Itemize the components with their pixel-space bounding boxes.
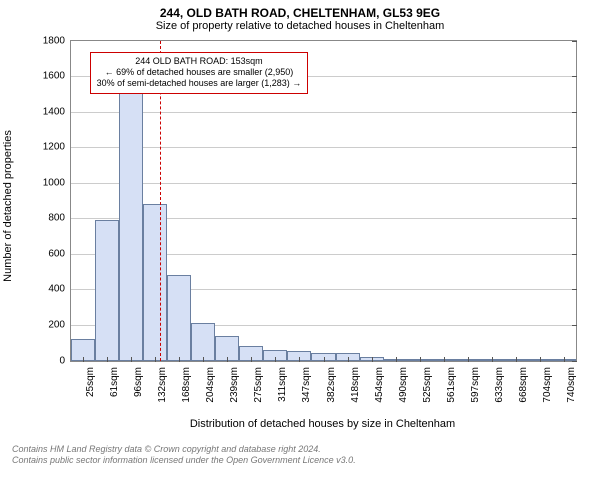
x-tick-label: 311sqm [275,361,288,402]
y-tick-label: 600 [48,248,71,259]
y-tick-label: 400 [48,284,71,295]
x-tick-label: 418sqm [348,361,361,403]
y-tick-label: 0 [59,355,71,366]
x-tick-label: 275sqm [251,361,264,403]
chart-subtitle: Size of property relative to detached ho… [0,20,600,33]
chart-title: 244, OLD BATH ROAD, CHELTENHAM, GL53 9EG [0,0,600,20]
x-tick-label: 239sqm [227,361,240,403]
x-tick-label: 382sqm [324,361,337,403]
attribution-line-1: Contains HM Land Registry data © Crown c… [12,444,588,455]
y-axis-label: Number of detached properties [2,46,14,366]
x-tick-label: 204sqm [203,361,216,403]
plot-area: 02004006008001000120014001600180025sqm61… [70,40,577,362]
histogram-bar [95,220,119,360]
x-tick-label: 597sqm [468,361,481,403]
y-tick-label: 1800 [43,35,71,46]
x-tick-label: 740sqm [564,361,577,403]
chart-area: 02004006008001000120014001600180025sqm61… [0,40,600,416]
x-tick-label: 25sqm [83,361,96,397]
x-tick-label: 633sqm [492,361,505,403]
annotation-line: 244 OLD BATH ROAD: 153sqm [97,56,302,67]
x-tick-label: 668sqm [516,361,529,403]
y-tick-label: 200 [48,320,71,331]
y-tick-label: 1000 [43,177,71,188]
y-tick-label: 1400 [43,106,71,117]
x-tick-label: 132sqm [155,361,168,403]
property-annotation: 244 OLD BATH ROAD: 153sqm← 69% of detach… [90,52,309,94]
y-tick-label: 1200 [43,142,71,153]
x-tick-label: 168sqm [179,361,192,403]
gridline [71,183,576,184]
attribution-footer: Contains HM Land Registry data © Crown c… [12,444,588,467]
x-tick-label: 525sqm [420,361,433,403]
histogram-bar [191,323,215,360]
x-tick-label: 61sqm [107,361,120,397]
attribution-line-2: Contains public sector information licen… [12,455,588,466]
x-tick-label: 347sqm [299,361,312,403]
histogram-bar [119,71,143,361]
annotation-line: ← 69% of detached houses are smaller (2,… [97,67,302,78]
gridline [71,112,576,113]
gridline [71,147,576,148]
x-tick-label: 704sqm [540,361,553,403]
x-tick-label: 96sqm [131,361,144,397]
histogram-bar [143,204,167,360]
annotation-line: 30% of semi-detached houses are larger (… [97,78,302,89]
x-tick-label: 490sqm [396,361,409,403]
x-tick-label: 561sqm [444,361,457,403]
y-tick-label: 800 [48,213,71,224]
y-tick-label: 1600 [43,71,71,82]
histogram-bar [167,275,191,360]
chart-container: 244, OLD BATH ROAD, CHELTENHAM, GL53 9EG… [0,0,600,500]
x-axis-label: Distribution of detached houses by size … [70,418,575,430]
x-tick-label: 454sqm [372,361,385,403]
